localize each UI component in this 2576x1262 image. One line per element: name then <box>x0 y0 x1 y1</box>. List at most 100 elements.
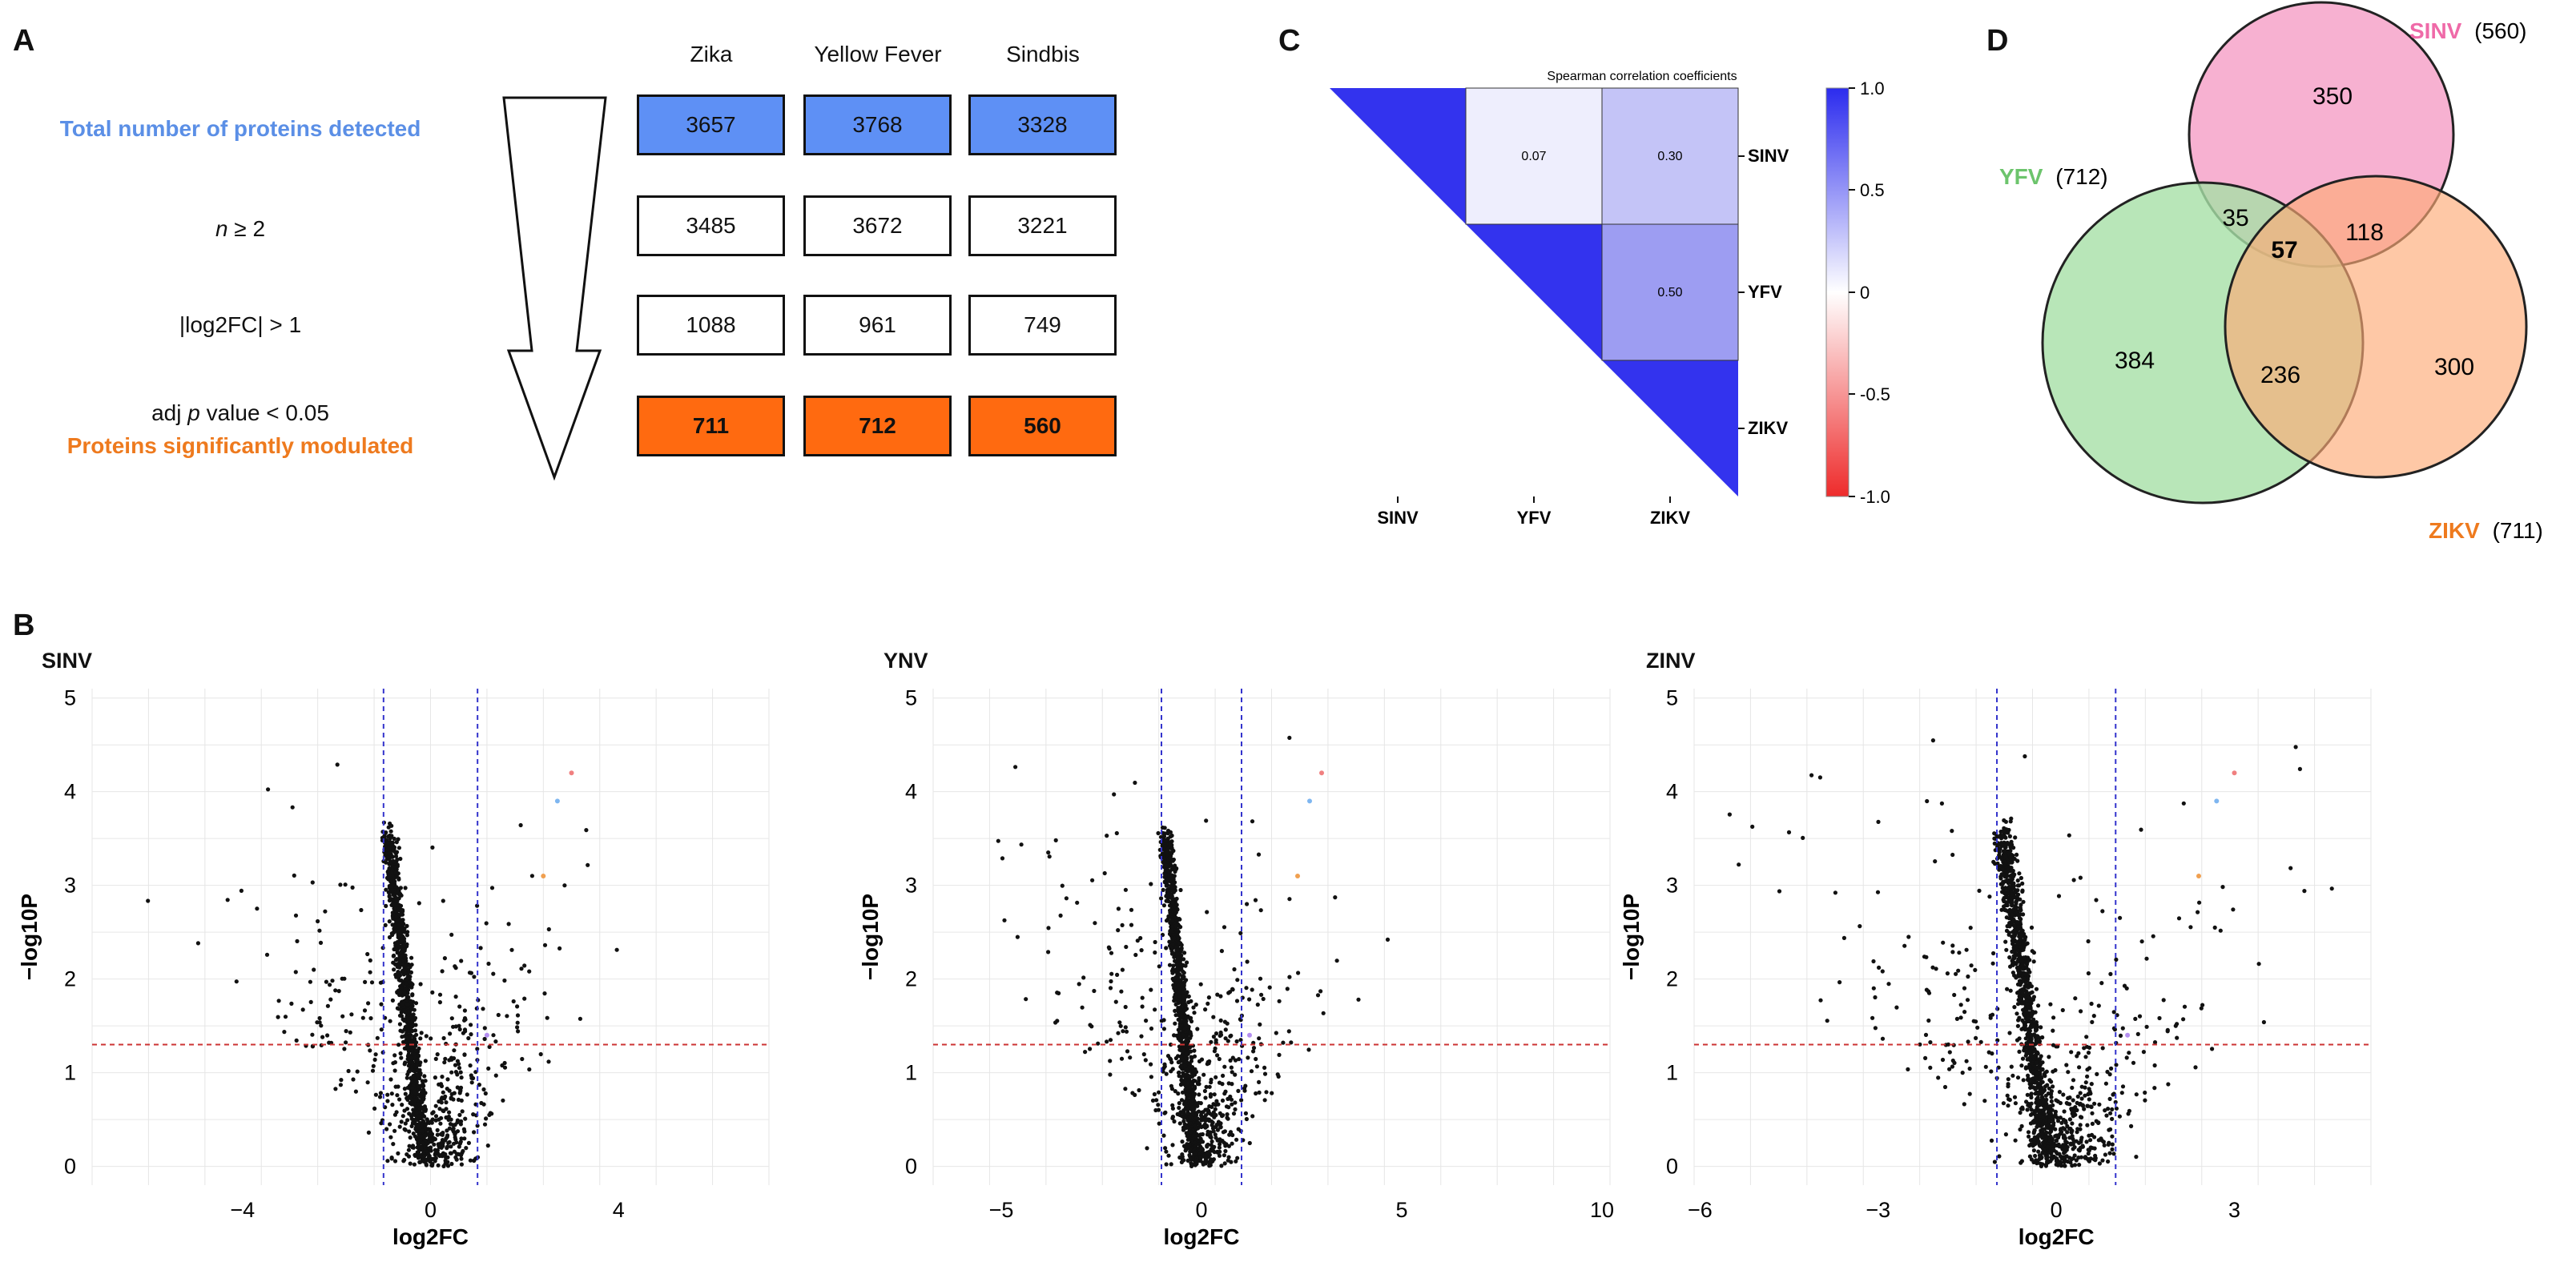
point <box>408 999 413 1003</box>
point <box>1801 835 1805 840</box>
point <box>1936 1075 1941 1080</box>
point <box>2016 1018 2021 1023</box>
point <box>1956 968 1961 973</box>
point <box>402 991 407 995</box>
point <box>2120 1084 2126 1089</box>
heatmap-row-label-yfv: YFV <box>1748 282 1782 302</box>
point <box>1215 1127 1220 1132</box>
point <box>1053 1020 1058 1025</box>
x-tick-label: 4 <box>613 1198 625 1222</box>
point <box>2118 915 2123 920</box>
point <box>1002 918 1007 922</box>
point <box>435 1052 440 1057</box>
point <box>405 930 410 934</box>
point <box>2023 754 2027 759</box>
point <box>365 951 370 957</box>
point <box>2051 1084 2055 1089</box>
point <box>264 952 270 957</box>
point <box>1188 1031 1193 1035</box>
point <box>542 991 547 996</box>
point <box>1205 910 1210 914</box>
point <box>442 956 448 961</box>
point <box>467 971 473 975</box>
point <box>433 1103 438 1108</box>
point <box>1092 988 1097 994</box>
point <box>328 997 333 1002</box>
point <box>383 922 388 927</box>
point <box>404 981 409 986</box>
point <box>2047 1086 2051 1091</box>
point <box>1164 1149 1169 1154</box>
point <box>1173 923 1178 929</box>
point <box>2026 967 2031 972</box>
point <box>2019 875 2023 881</box>
point <box>527 969 532 974</box>
cell-log2fc-yellow-fever: 961 <box>803 295 952 356</box>
volcano-title-sinv: SINV <box>42 649 93 673</box>
point <box>1188 1045 1193 1050</box>
point <box>457 1004 462 1009</box>
point <box>1991 859 1996 864</box>
point <box>295 938 300 943</box>
point <box>2143 1098 2147 1103</box>
point <box>1250 819 1255 824</box>
point <box>1144 1019 1149 1023</box>
grid <box>1693 689 2372 1185</box>
point <box>1179 1098 1185 1103</box>
cell-total-sindbis: 3328 <box>968 94 1117 155</box>
x-tick-label: 3 <box>2228 1198 2240 1222</box>
point <box>2193 1065 2198 1070</box>
point <box>397 1124 402 1129</box>
point <box>1185 1134 1189 1139</box>
point <box>368 970 372 975</box>
point <box>1277 999 1282 1003</box>
point <box>1228 1034 1233 1039</box>
point <box>2037 1099 2042 1104</box>
point <box>2013 835 2018 840</box>
point <box>1950 829 1954 834</box>
point <box>1168 1056 1173 1061</box>
point <box>2003 886 2008 890</box>
point <box>462 1018 467 1023</box>
point <box>2069 1130 2074 1135</box>
point <box>387 919 392 924</box>
point <box>2000 829 2005 834</box>
point <box>2062 1151 2067 1155</box>
point <box>1169 951 1175 956</box>
point <box>430 990 435 995</box>
point <box>2043 1074 2047 1079</box>
point <box>2037 1108 2042 1113</box>
point <box>2010 903 2015 908</box>
point <box>2030 1077 2035 1082</box>
point <box>343 882 348 887</box>
point <box>1138 935 1143 941</box>
point <box>379 1121 384 1126</box>
point <box>2007 908 2012 914</box>
point <box>2051 1015 2056 1020</box>
point <box>1998 863 2003 869</box>
point <box>445 1077 450 1082</box>
point <box>435 1132 440 1137</box>
point <box>392 859 396 864</box>
point <box>519 967 524 971</box>
point <box>1218 1124 1223 1130</box>
point <box>415 1068 420 1073</box>
point <box>2031 959 2036 964</box>
point <box>1192 1011 1197 1015</box>
point-significant <box>554 798 560 804</box>
point <box>359 907 364 913</box>
point <box>386 869 391 874</box>
point <box>2067 833 2071 838</box>
venn-label-yfv-count: (712) <box>2055 164 2107 189</box>
point <box>1112 792 1117 797</box>
point <box>1162 1111 1167 1115</box>
point <box>441 1164 446 1168</box>
point <box>2035 1027 2039 1032</box>
y-tick-label: 1 <box>1666 1061 1678 1085</box>
point <box>1186 1074 1191 1079</box>
point <box>400 1002 405 1007</box>
point <box>415 1063 420 1067</box>
point <box>2010 860 2015 865</box>
point <box>2050 1156 2055 1161</box>
